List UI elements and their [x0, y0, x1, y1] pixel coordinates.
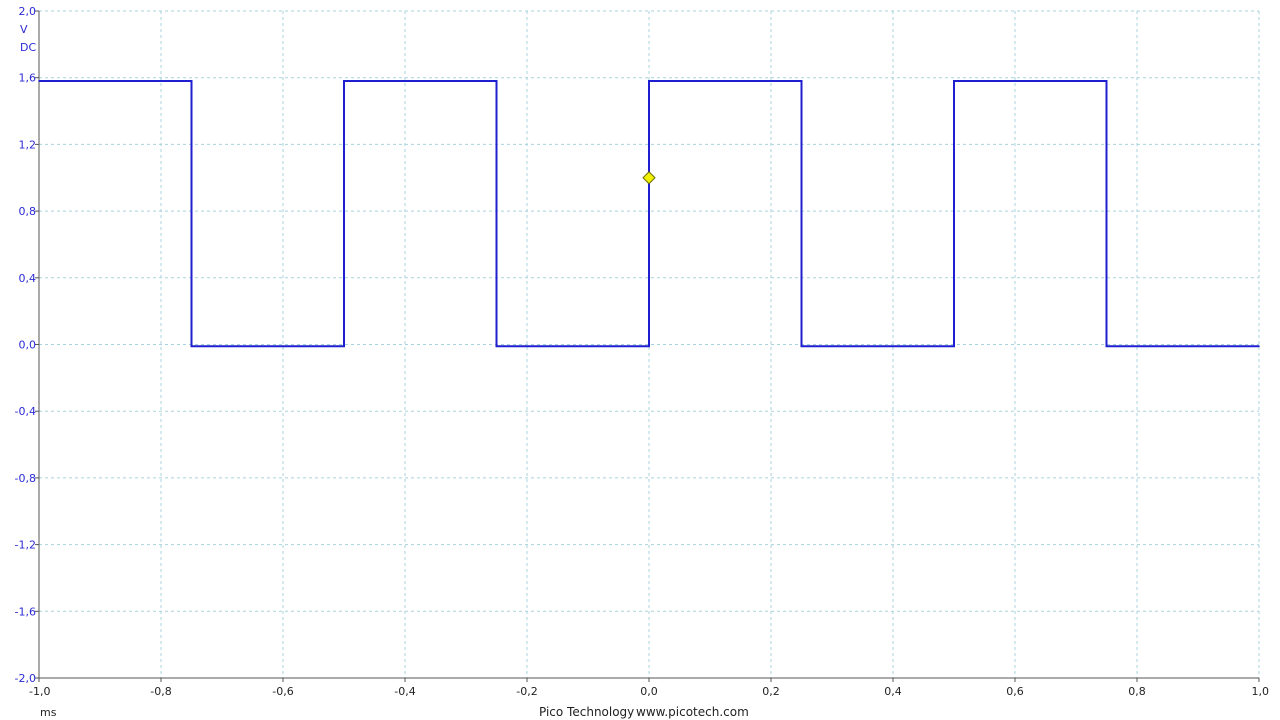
waveform-point	[343, 80, 345, 82]
waveform-point	[38, 80, 40, 82]
x-tick-label: 0,0	[640, 685, 658, 698]
x-tick-label: 1,0	[1252, 685, 1270, 698]
waveform-point	[800, 345, 803, 347]
footer-url: www.picotech.com	[636, 705, 749, 719]
y-tick-label: -1,2	[15, 539, 36, 552]
y-tick-label: 0,8	[19, 205, 37, 218]
y-unit-label: V	[20, 23, 28, 36]
x-unit-label: ms	[40, 706, 57, 719]
footer-brand: Pico Technology	[539, 705, 634, 719]
y-tick-label: 1,2	[19, 138, 37, 151]
x-tick-label: 0,6	[1006, 685, 1024, 698]
waveform-point	[343, 345, 345, 347]
x-tick-label: -0,2	[516, 685, 537, 698]
y-tick-label: 2,0	[19, 5, 37, 18]
x-tick-label: 0,2	[762, 685, 780, 698]
y-tick-label: -1,6	[15, 605, 36, 618]
waveform-point	[190, 80, 193, 82]
waveform-point	[495, 345, 498, 347]
waveform-point	[648, 80, 650, 82]
waveform-point	[800, 80, 803, 82]
waveform-traces	[38, 80, 1260, 348]
y-tick-label: -2,0	[15, 672, 36, 685]
y-tick-label: -0,4	[15, 405, 36, 418]
waveform-point	[648, 345, 650, 347]
waveform-point	[190, 345, 193, 347]
y-tick-label: 0,0	[19, 339, 37, 352]
x-tick-label: -1,0	[29, 685, 50, 698]
x-axis-ticks: -1,0 -0,8 -0,6 -0,4 -0,2 0,0 0,2 0,4 0,6 0,8 1,0	[29, 678, 1269, 698]
waveform-point	[1105, 345, 1108, 347]
waveform-point	[953, 345, 955, 347]
y-coupling-label: DC	[20, 41, 36, 54]
waveform-point	[1105, 80, 1108, 82]
y-tick-label: 0,4	[19, 272, 37, 285]
y-tick-label: -0,8	[15, 472, 36, 485]
waveform-point	[495, 80, 498, 82]
x-tick-label: 0,4	[884, 685, 902, 698]
x-tick-label: -0,8	[150, 685, 171, 698]
x-tick-label: 0,8	[1128, 685, 1146, 698]
waveform-point	[1258, 345, 1260, 347]
waveform-point	[953, 80, 955, 82]
x-tick-label: -0,4	[394, 685, 415, 698]
waveform-line	[39, 80, 1259, 348]
trigger-marker[interactable]	[642, 171, 656, 185]
y-tick-label: 1,6	[19, 72, 37, 85]
x-tick-label: -0,6	[272, 685, 293, 698]
trigger-marker-group	[642, 171, 656, 185]
y-axis-ticks: 2,0 1,6 1,2 0,8 0,4 0,0 -0,4 -0,8 -1,2 -1,6 -2,0	[15, 5, 39, 685]
